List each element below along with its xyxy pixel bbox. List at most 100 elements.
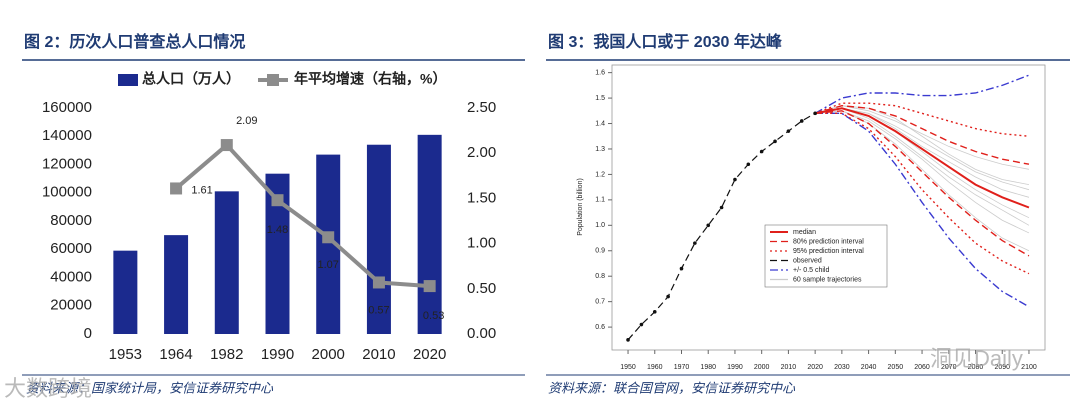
point	[799, 119, 804, 123]
point	[679, 266, 684, 271]
point	[813, 111, 817, 116]
point	[652, 310, 657, 314]
bar	[113, 250, 138, 334]
chart-title: 图 3：我国人口或于 2030 年达峰	[548, 32, 783, 51]
y-tick-label: 140000	[42, 127, 92, 144]
marker	[322, 231, 335, 244]
data-label: 1.48	[267, 224, 288, 236]
marker	[220, 139, 233, 152]
bar	[366, 144, 391, 334]
y-tick-label: 1.5	[595, 95, 605, 102]
y-tick-label: 0.7	[595, 298, 605, 305]
watermark: 洞见Daily	[930, 346, 1023, 371]
x-tick-label: 2010	[362, 346, 395, 363]
y-tick-label: 60000	[50, 240, 92, 257]
legend-label: 80% prediction interval	[793, 238, 864, 245]
x-tick-label: 1953	[109, 346, 142, 363]
y-tick-label: 1.0	[595, 222, 605, 229]
x-tick-label: 2100	[1021, 364, 1037, 371]
x-tick-label: 1970	[674, 364, 690, 371]
y-tick-label: 1.3	[595, 146, 605, 153]
legend-label: median	[793, 229, 816, 236]
series-line	[814, 74, 1030, 114]
point	[666, 294, 670, 299]
point	[719, 205, 724, 210]
x-tick-label: 1982	[210, 346, 243, 363]
data-label: 2.09	[236, 115, 257, 127]
x-tick-label: 2020	[807, 364, 823, 371]
bar	[214, 191, 239, 334]
y-tick-label: 0.9	[595, 248, 605, 255]
chart-title: 图 2：历次人口普查总人口情况	[24, 32, 245, 51]
y-tick-label: 40000	[50, 268, 92, 285]
x-tick-label: 2080	[968, 364, 984, 371]
y2-tick-label: 1.50	[467, 189, 496, 206]
point	[759, 149, 764, 154]
point	[693, 241, 697, 245]
point	[639, 322, 644, 327]
data-label: 0.53	[423, 310, 444, 322]
x-tick-label: 1990	[261, 346, 294, 363]
legend-swatch	[118, 74, 138, 86]
legend-swatch	[267, 74, 279, 86]
series-line	[815, 112, 1030, 308]
point	[746, 162, 751, 167]
y-tick-label: 20000	[50, 297, 92, 314]
y2-tick-label: 0.00	[467, 325, 496, 342]
bar	[417, 134, 442, 334]
y2-tick-label: 1.00	[467, 235, 496, 252]
x-tick-label: 1980	[700, 364, 716, 371]
y-tick-label: 80000	[50, 212, 92, 229]
y2-tick-label: 0.50	[467, 280, 496, 297]
line	[174, 142, 430, 289]
y2-tick-label: 2.00	[467, 144, 496, 161]
x-tick-label: 1950	[620, 364, 636, 371]
x-tick-label: 2090	[994, 364, 1010, 371]
x-tick-label: 1990	[727, 364, 743, 371]
x-tick-label: 2040	[861, 364, 877, 371]
series-line	[815, 105, 1030, 170]
y-tick-label: 1.6	[595, 69, 605, 76]
marker	[170, 182, 183, 195]
marker	[271, 194, 284, 207]
x-tick-label: 2000	[754, 364, 770, 371]
series-line	[814, 105, 1030, 165]
point	[733, 177, 737, 182]
point	[706, 223, 711, 228]
x-tick-label: 1964	[159, 346, 192, 363]
y-tick-label: 120000	[42, 155, 92, 172]
y2-tick-label: 2.50	[467, 99, 496, 116]
point	[773, 139, 777, 144]
data-label: 0.57	[368, 304, 389, 316]
source: 资料来源：联合国官网，安信证券研究中心	[548, 380, 796, 395]
series-line	[815, 112, 1030, 275]
marker	[372, 276, 385, 289]
marker	[423, 280, 436, 293]
y-axis-label: Population (billion)	[577, 178, 584, 236]
legend-box	[764, 224, 888, 288]
series-line	[627, 112, 816, 341]
series-line	[814, 107, 1030, 209]
legend-label: 60 sample trajectories	[793, 276, 862, 283]
point	[786, 129, 791, 133]
legend-label: 年平均增速（右轴，%）	[294, 71, 446, 87]
y-tick-label: 160000	[42, 99, 92, 116]
watermark: 大数跨境	[4, 376, 92, 401]
y-tick-label: 0	[84, 325, 92, 342]
source: 资料来源：国家统计局，安信证券研究中心	[26, 380, 274, 395]
legend-label: 95% prediction interval	[793, 248, 864, 255]
x-tick-label: 2020	[413, 346, 446, 363]
x-tick-label: 2070	[941, 364, 957, 371]
legend-label: 总人口（万人）	[142, 71, 240, 87]
y-tick-label: 100000	[42, 184, 92, 201]
x-tick-label: 2050	[888, 364, 904, 371]
series-line	[815, 110, 1030, 257]
y-tick-label: 1.4	[595, 120, 605, 127]
data-label: 1.07	[318, 259, 339, 271]
point	[626, 338, 630, 342]
bar	[164, 235, 189, 334]
x-tick-label: 2030	[834, 364, 850, 371]
y-tick-label: 0.8	[595, 273, 605, 280]
y-tick-label: 1.2	[595, 171, 605, 178]
